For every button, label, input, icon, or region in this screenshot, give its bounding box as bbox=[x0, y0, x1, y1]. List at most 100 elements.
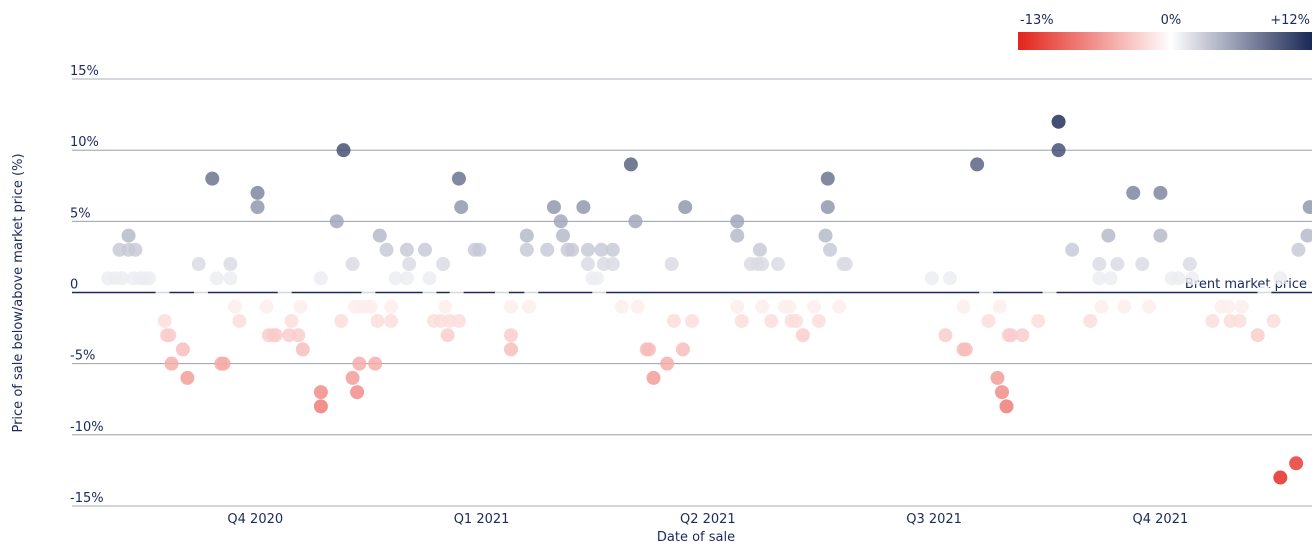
point bbox=[678, 200, 693, 215]
point bbox=[730, 228, 745, 243]
point bbox=[1103, 271, 1118, 286]
point bbox=[417, 242, 432, 257]
point bbox=[1250, 328, 1265, 343]
point bbox=[666, 313, 681, 328]
point bbox=[1185, 271, 1200, 286]
point bbox=[782, 299, 797, 314]
x-tick-label: Q2 2021 bbox=[680, 512, 736, 527]
point bbox=[268, 328, 283, 343]
point bbox=[1300, 228, 1312, 243]
point bbox=[685, 313, 699, 328]
point bbox=[823, 242, 838, 257]
point bbox=[368, 356, 383, 371]
point bbox=[623, 157, 638, 172]
point bbox=[1171, 271, 1186, 286]
point bbox=[1273, 271, 1288, 286]
point bbox=[675, 342, 690, 357]
point bbox=[454, 200, 469, 215]
point bbox=[384, 313, 399, 328]
point bbox=[730, 214, 745, 229]
point bbox=[811, 313, 826, 328]
point bbox=[503, 328, 518, 343]
point bbox=[540, 242, 555, 257]
y-tick-label: 10% bbox=[70, 135, 99, 150]
point bbox=[1065, 242, 1080, 257]
point bbox=[503, 342, 518, 357]
point bbox=[162, 328, 177, 343]
x-tick-label: Q4 2021 bbox=[1133, 512, 1189, 527]
point bbox=[1042, 285, 1057, 300]
point bbox=[1004, 328, 1019, 343]
point bbox=[1302, 200, 1312, 215]
point bbox=[1291, 242, 1306, 257]
point bbox=[472, 242, 487, 257]
point bbox=[350, 385, 365, 400]
point bbox=[519, 228, 534, 243]
y-tick-label: 5% bbox=[70, 206, 91, 221]
point bbox=[1232, 313, 1247, 328]
point bbox=[818, 228, 833, 243]
point bbox=[1110, 257, 1125, 272]
point bbox=[605, 242, 620, 257]
point bbox=[422, 285, 437, 300]
point bbox=[592, 285, 607, 300]
point bbox=[1289, 456, 1304, 471]
point bbox=[646, 370, 661, 385]
point bbox=[958, 342, 973, 357]
point bbox=[216, 356, 231, 371]
point bbox=[546, 200, 561, 215]
point bbox=[313, 399, 328, 414]
point bbox=[524, 285, 539, 300]
point bbox=[519, 242, 534, 257]
point bbox=[379, 242, 394, 257]
point bbox=[313, 385, 328, 400]
y-tick-label: -10% bbox=[70, 420, 104, 435]
point bbox=[522, 299, 537, 314]
point bbox=[284, 313, 299, 328]
point bbox=[942, 271, 957, 286]
point bbox=[503, 299, 518, 314]
point bbox=[155, 285, 170, 300]
point bbox=[345, 257, 360, 272]
point bbox=[580, 242, 595, 257]
point bbox=[329, 214, 344, 229]
point bbox=[755, 257, 770, 272]
point bbox=[1094, 299, 1109, 314]
point bbox=[995, 385, 1009, 400]
point bbox=[121, 228, 136, 243]
point bbox=[440, 328, 455, 343]
point bbox=[293, 299, 308, 314]
point bbox=[157, 313, 172, 328]
color-scale-label: 0% bbox=[1161, 13, 1182, 28]
point bbox=[494, 285, 509, 300]
point bbox=[334, 313, 349, 328]
point bbox=[141, 271, 156, 286]
x-axis-label: Date of sale bbox=[657, 530, 735, 542]
point bbox=[277, 285, 292, 300]
point bbox=[795, 328, 810, 343]
point bbox=[451, 171, 466, 186]
point bbox=[223, 257, 238, 272]
point bbox=[291, 328, 306, 343]
point bbox=[1101, 228, 1116, 243]
point bbox=[594, 242, 609, 257]
point bbox=[372, 228, 387, 243]
point bbox=[1153, 185, 1168, 200]
point bbox=[128, 242, 143, 257]
y-axis-label: Price of sale below/above market price (… bbox=[11, 153, 26, 432]
point bbox=[363, 299, 378, 314]
point bbox=[232, 313, 247, 328]
point bbox=[1051, 114, 1066, 129]
point bbox=[1273, 470, 1288, 485]
point bbox=[361, 285, 376, 300]
point bbox=[259, 299, 274, 314]
point bbox=[820, 200, 835, 215]
point bbox=[1257, 285, 1272, 300]
point bbox=[576, 200, 591, 215]
point bbox=[399, 271, 414, 286]
y-tick-label: 0 bbox=[70, 278, 78, 293]
point bbox=[1234, 299, 1249, 314]
point bbox=[589, 271, 604, 286]
x-tick-label: Q1 2021 bbox=[454, 512, 510, 527]
